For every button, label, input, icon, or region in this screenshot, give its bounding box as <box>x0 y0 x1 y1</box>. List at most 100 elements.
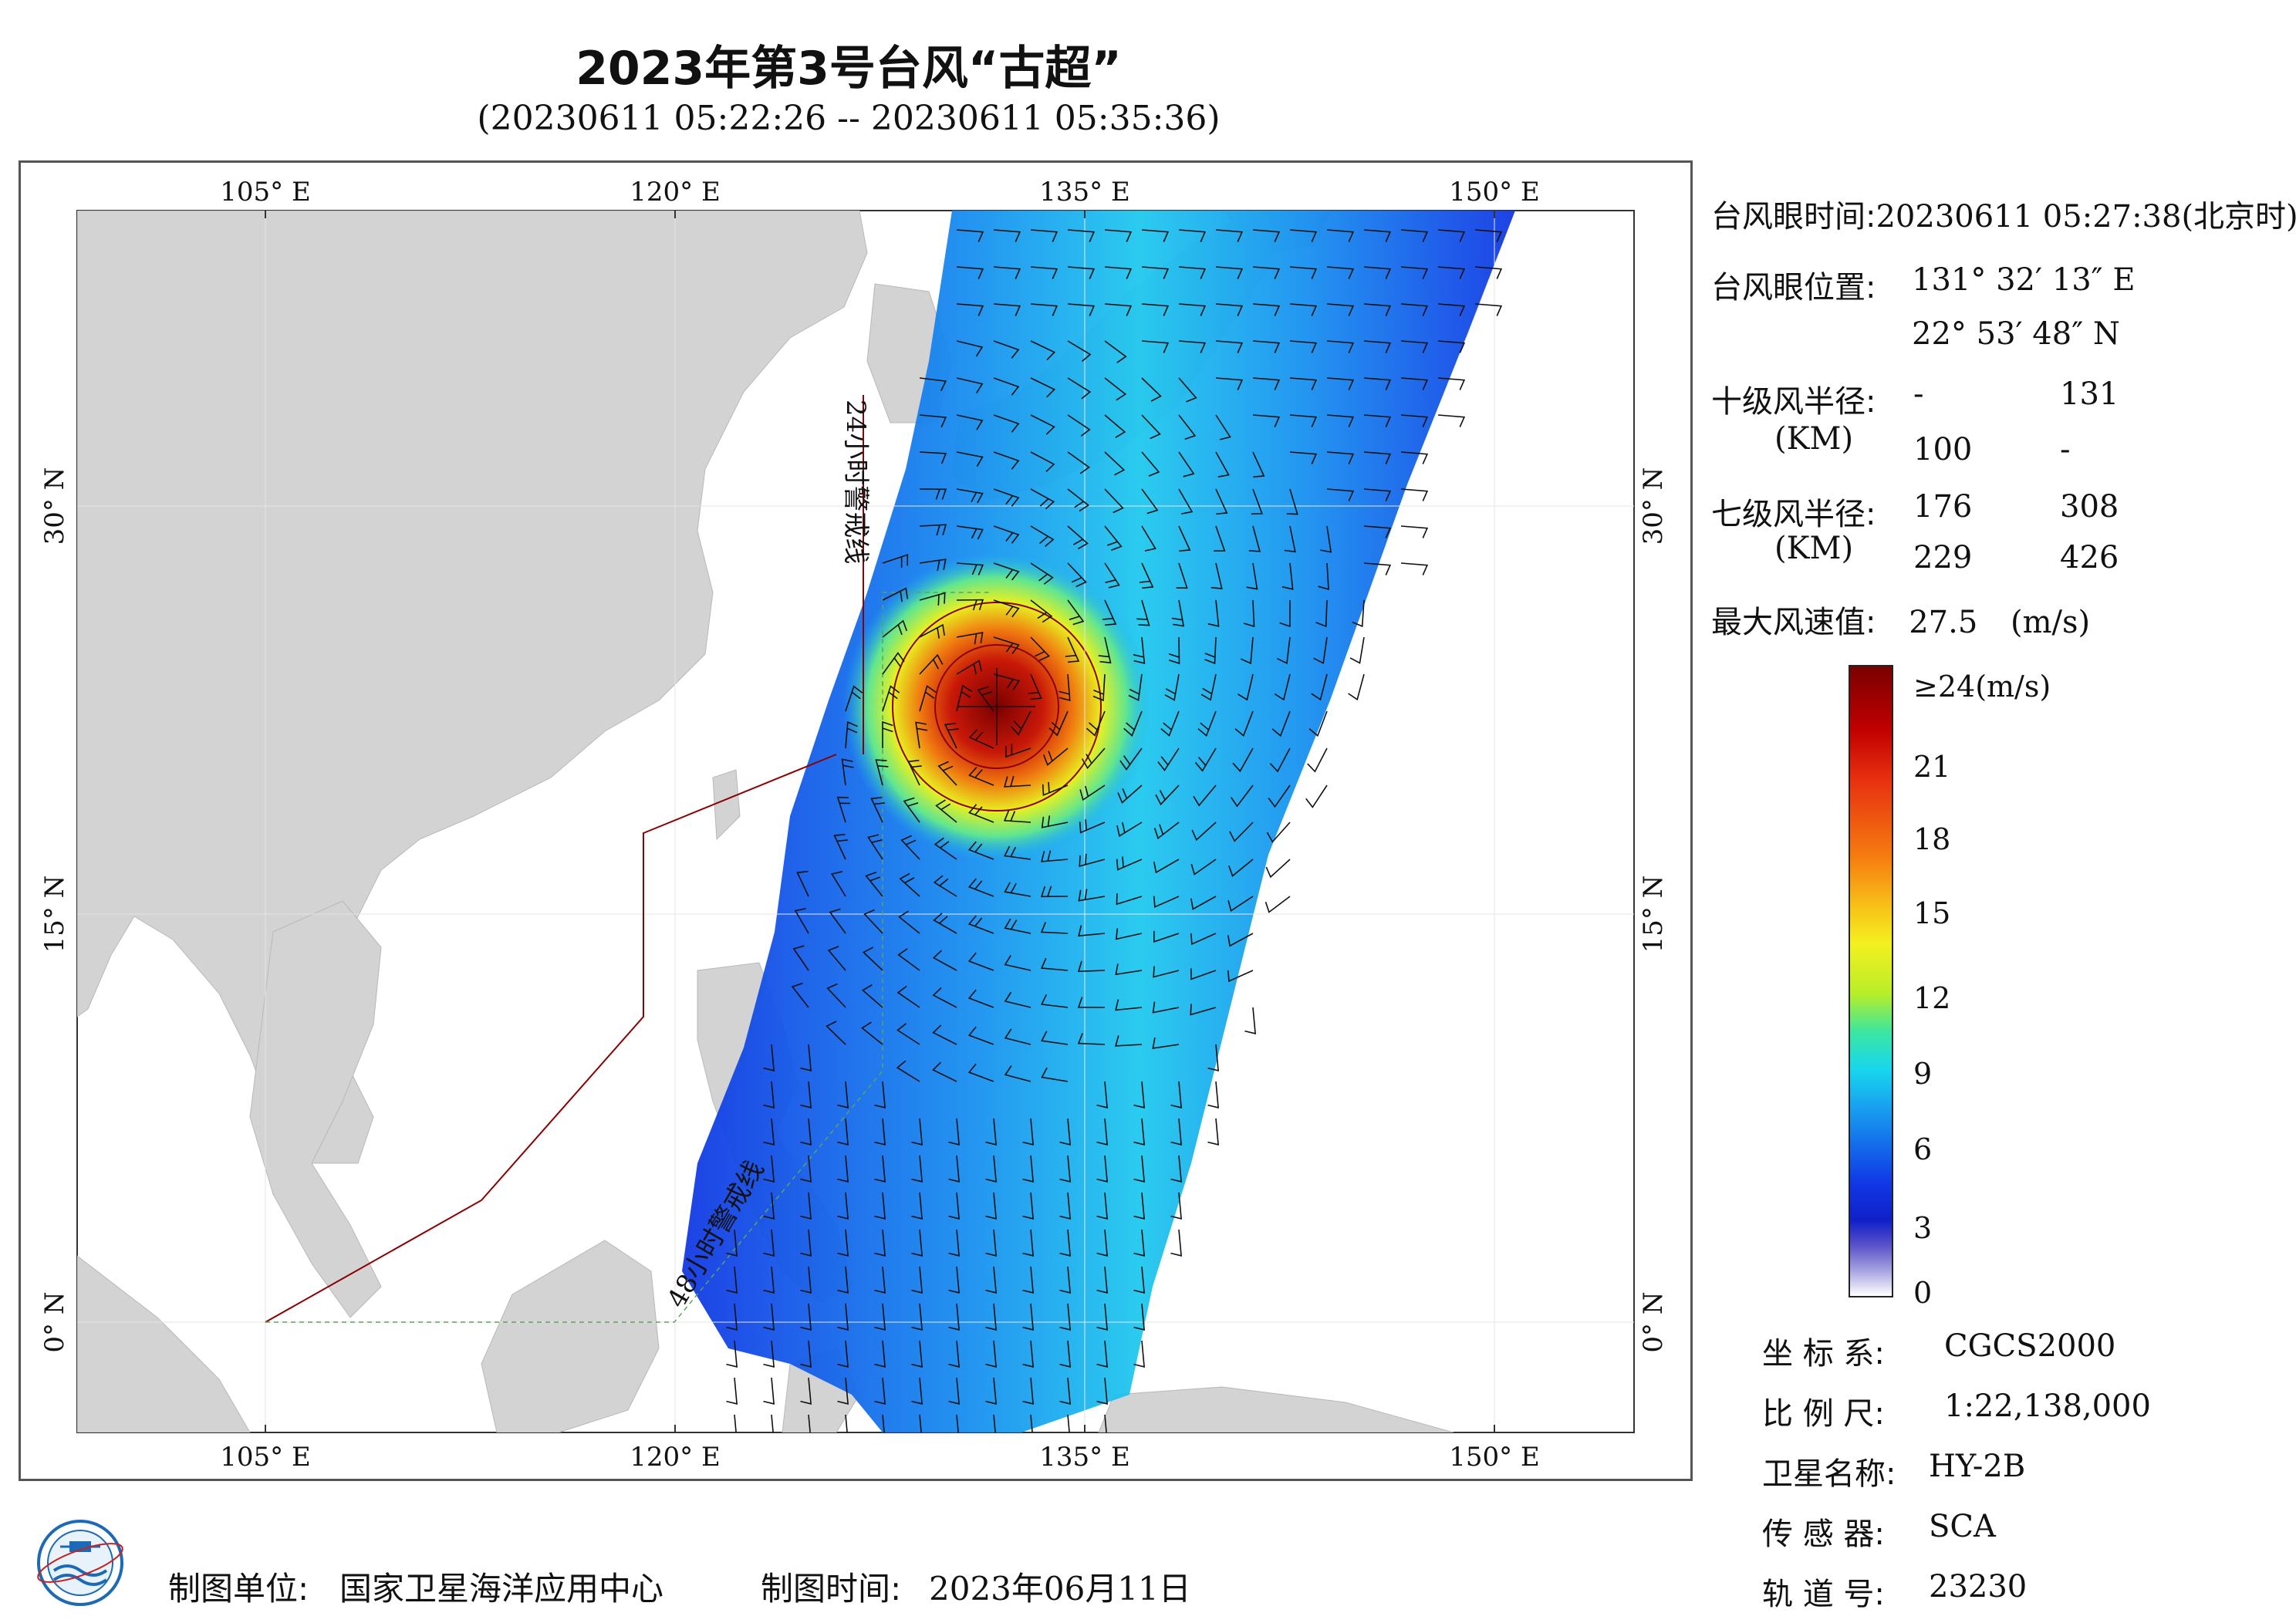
wind-barb <box>1041 815 1069 828</box>
wind-barb <box>1123 710 1143 737</box>
wind-barb <box>1318 562 1329 590</box>
wind-barb <box>915 721 928 749</box>
wind-barb <box>837 1266 849 1294</box>
wind-barb <box>1141 303 1170 316</box>
wind-barb <box>1059 1303 1071 1331</box>
wind-barb <box>1305 785 1328 808</box>
wind-barb <box>1030 1414 1033 1432</box>
wind-barb <box>1251 488 1263 515</box>
wind-barb <box>1030 377 1055 398</box>
wind-barb <box>1320 525 1332 553</box>
wind-barb <box>827 946 846 971</box>
wind-barb <box>882 554 909 568</box>
wind-barb <box>933 913 957 934</box>
wind-barb <box>1136 599 1150 626</box>
r7-value-1: 176 <box>1913 489 1973 525</box>
wind-barb <box>1096 1155 1108 1183</box>
wind-barb <box>1065 636 1080 663</box>
wind-radius-circle <box>934 644 1059 769</box>
wind-barb <box>993 451 1020 470</box>
wind-barb <box>1104 340 1127 363</box>
wind-barb <box>911 1377 923 1405</box>
lat-label-right-15: 15° N <box>1638 876 1669 953</box>
wind-barb <box>932 950 957 971</box>
r7-value-2: 308 <box>2060 489 2119 525</box>
wind-barb <box>956 340 984 357</box>
wind-barb <box>1115 928 1143 940</box>
wind-barb <box>837 1192 849 1220</box>
wind-barb <box>874 1266 886 1294</box>
wind-barb <box>1266 822 1291 843</box>
wind-barb <box>874 1303 886 1331</box>
wind-barb <box>763 1081 775 1108</box>
wind-barb <box>763 1266 775 1294</box>
wind-barb <box>826 1021 846 1045</box>
wind-barb <box>1311 673 1328 701</box>
wind-barb <box>1119 747 1143 771</box>
wind-barb <box>837 1303 849 1331</box>
wind-barb <box>1059 1118 1071 1146</box>
wind-barb <box>1116 856 1143 871</box>
wind-barb <box>993 636 1020 654</box>
wind-barb <box>800 1155 812 1183</box>
wind-barb <box>1078 889 1106 902</box>
wind-barb <box>882 619 908 638</box>
wind-barb <box>1171 599 1185 627</box>
wind-barb <box>1326 414 1355 427</box>
wind-barb <box>1022 1377 1034 1405</box>
wind-barb <box>1363 229 1392 242</box>
wind-barb <box>1215 266 1244 279</box>
lat-label-left-30: 30° N <box>39 467 70 545</box>
wind-barb <box>726 1266 738 1294</box>
typhoon-wind-map: 24小时警戒线 48小时警戒线 105° E 120° E 135° E 150… <box>39 177 1669 1473</box>
wind-barb <box>800 1081 812 1108</box>
wind-barb <box>1096 1303 1108 1331</box>
wind-barb <box>763 1340 775 1368</box>
wind-barb <box>1041 850 1069 862</box>
wind-barb <box>911 1118 923 1146</box>
wind-barb <box>1030 525 1055 548</box>
wind-barb <box>1265 859 1291 879</box>
wind-barb <box>1067 229 1096 242</box>
wind-barb <box>763 1044 775 1071</box>
wind-barb <box>934 837 957 860</box>
wind-barb <box>1363 303 1392 316</box>
wind-barb <box>1141 525 1156 552</box>
wind-barb <box>911 1340 923 1368</box>
wind-barb <box>1400 451 1429 464</box>
wind-barb <box>919 451 947 464</box>
wind-barb <box>919 414 947 428</box>
wind-barb <box>1215 229 1244 242</box>
wind-barb <box>985 1340 997 1368</box>
sensor-value: SCA <box>1929 1509 1996 1544</box>
wind-barb <box>1363 562 1392 575</box>
satellite-label: 卫星名称: <box>1762 1456 1896 1492</box>
produced-date-value: 2023年06月11日 <box>929 1570 1191 1608</box>
wind-barb <box>1289 414 1318 427</box>
wind-barb <box>1437 266 1466 279</box>
wind-barb <box>1004 845 1032 860</box>
wind-barb <box>1348 673 1365 701</box>
wind-barb <box>1141 266 1170 279</box>
wind-barb <box>968 804 994 823</box>
wind-barb <box>1030 599 1053 623</box>
wind-barb <box>1116 893 1143 906</box>
wind-barb <box>1133 1303 1145 1331</box>
wind-barb <box>863 909 883 934</box>
wind-barb <box>1178 303 1207 316</box>
wind-barb <box>1104 377 1127 401</box>
wind-barb <box>956 303 984 316</box>
wind-barb <box>874 1155 886 1183</box>
wind-barb <box>1230 785 1254 808</box>
legend-tick-21: 21 <box>1913 750 1951 784</box>
wind-barb <box>948 1377 960 1405</box>
wind-barb <box>985 1192 997 1220</box>
r7-value-4: 426 <box>2060 540 2119 575</box>
wind-barb <box>1229 822 1254 842</box>
wind-barb <box>1437 377 1466 390</box>
wind-barb <box>1104 1414 1107 1432</box>
wind-barb <box>1030 340 1056 361</box>
wind-barb <box>1030 636 1050 662</box>
legend-tick-12: 12 <box>1913 981 1951 1015</box>
wind-barb <box>948 1340 960 1368</box>
